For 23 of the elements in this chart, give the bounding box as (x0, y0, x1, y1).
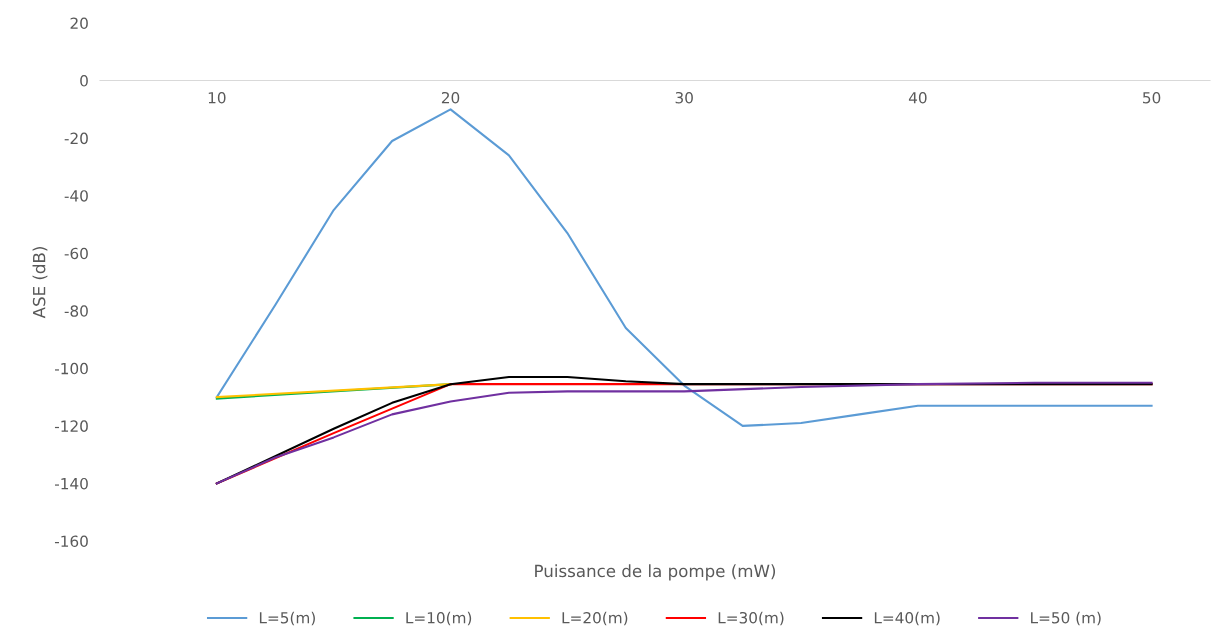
x-tick-label: 10 (208, 91, 226, 104)
y-tick-label: -120 (54, 420, 88, 432)
y-tick-label: -80 (64, 305, 88, 317)
x-tick-label: 50 (1143, 91, 1161, 104)
x-axis-title: Puissance de la pompe (mW) (535, 564, 776, 581)
y-tick-label: 0 (80, 75, 88, 87)
legend-label: L=5(m) (259, 611, 315, 626)
x-tick-label: 30 (675, 91, 693, 104)
legend-label: L=40(m) (874, 611, 940, 626)
y-axis-title: ASE (dB) (32, 247, 48, 319)
x-tick-label: 20 (441, 91, 460, 104)
x-tick-label: 40 (908, 91, 927, 104)
y-tick-label: -20 (64, 132, 88, 145)
legend-label: L=20(m) (562, 611, 628, 626)
y-tick-label: -100 (54, 362, 88, 375)
y-tick-label: -40 (64, 190, 88, 202)
legend-label: L=10(m) (406, 611, 472, 626)
legend-label: L=30(m) (718, 611, 784, 626)
y-tick-label: 20 (70, 17, 88, 30)
y-tick-label: -160 (54, 535, 88, 548)
y-tick-label: -60 (64, 247, 88, 260)
y-tick-label: -140 (54, 477, 88, 490)
legend-label: L=50 (m) (1031, 611, 1101, 626)
